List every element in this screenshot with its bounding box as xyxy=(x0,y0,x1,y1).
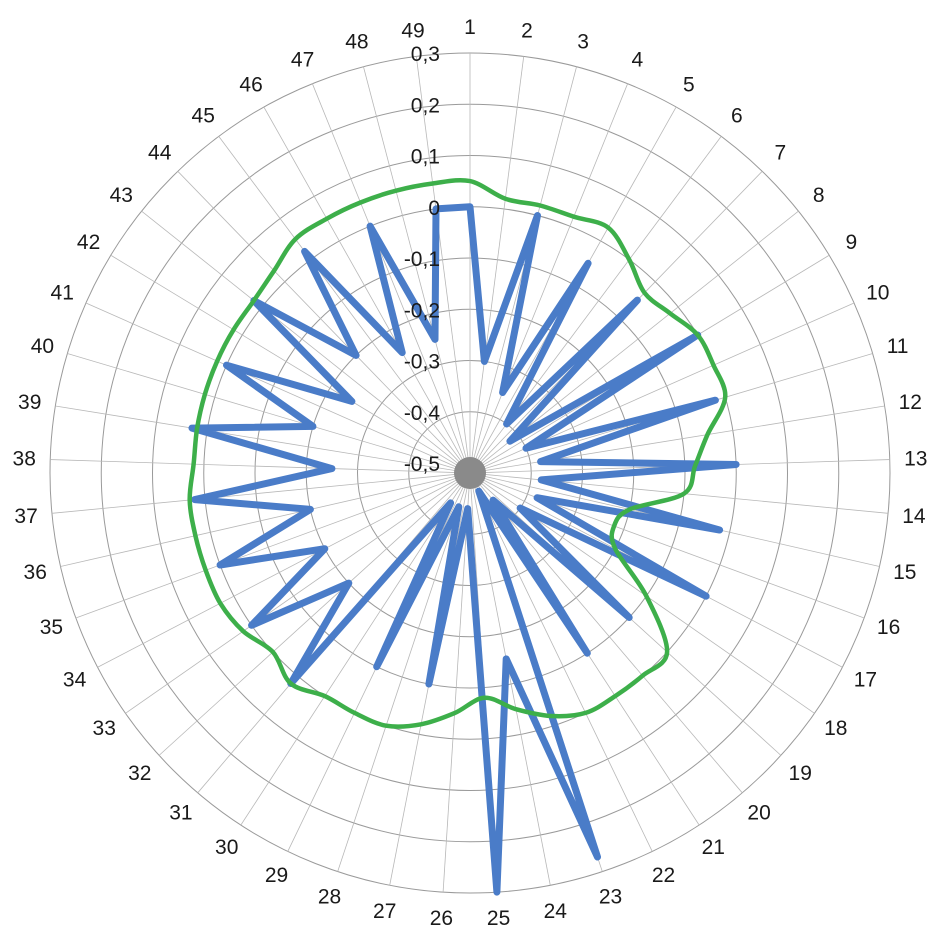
category-label: 14 xyxy=(902,505,926,528)
grid-spoke xyxy=(60,474,461,567)
category-label: 49 xyxy=(401,20,424,43)
category-label: 28 xyxy=(318,885,341,908)
category-label: 29 xyxy=(265,864,288,887)
category-label: 6 xyxy=(731,105,743,128)
radial-tick-label: -0,4 xyxy=(404,402,441,425)
category-label: 32 xyxy=(128,762,151,785)
radial-tick-label: -0,5 xyxy=(404,453,440,476)
category-label: 38 xyxy=(13,448,36,471)
grid-spoke xyxy=(442,482,470,893)
category-label: 37 xyxy=(14,505,37,528)
category-label: 24 xyxy=(544,900,568,923)
radial-tick-label: 0,1 xyxy=(411,146,440,169)
category-label: 31 xyxy=(169,802,192,825)
category-label: 30 xyxy=(215,836,238,859)
category-label: 19 xyxy=(789,762,812,785)
category-label: 9 xyxy=(846,231,858,254)
category-label: 35 xyxy=(40,616,63,639)
category-label: 10 xyxy=(866,282,889,305)
category-label: 47 xyxy=(291,49,314,72)
grid-spoke xyxy=(158,479,463,756)
category-label: 34 xyxy=(63,668,87,691)
category-label: 27 xyxy=(373,900,396,923)
grid-spoke xyxy=(415,56,470,464)
category-label: 40 xyxy=(31,335,54,358)
category-label: 16 xyxy=(877,616,900,639)
series-layer xyxy=(187,177,740,896)
grid-spoke xyxy=(141,210,463,468)
category-label: 39 xyxy=(18,391,41,414)
category-label: 15 xyxy=(893,561,916,584)
grid-spoke xyxy=(218,136,465,466)
series-line-2 xyxy=(187,177,728,729)
category-label: 13 xyxy=(904,448,927,471)
grid-spoke xyxy=(51,473,461,514)
grid-spoke xyxy=(55,405,461,472)
category-label: 11 xyxy=(887,335,909,358)
radial-tick-label: -0,1 xyxy=(404,248,440,271)
category-label: 25 xyxy=(487,907,510,926)
grid-spoke xyxy=(337,482,468,872)
radial-tick-label: 0 xyxy=(428,197,440,220)
category-label: 7 xyxy=(774,142,786,165)
grid-spoke xyxy=(473,481,653,852)
grid-spoke xyxy=(263,106,466,465)
radial-tick-label: 0,3 xyxy=(411,43,440,66)
category-label: 22 xyxy=(652,864,675,887)
category-label: 46 xyxy=(239,73,262,96)
radial-tick-labels: -0,5 -0,4 -0,3 -0,2 -0,1 0 0,1 0,2 0,3 xyxy=(404,43,441,476)
category-label: 2 xyxy=(521,20,533,43)
category-label: 41 xyxy=(51,282,74,305)
category-label: 23 xyxy=(599,885,622,908)
grid-spoke xyxy=(312,83,467,464)
category-label: 3 xyxy=(577,31,589,54)
grid-spoke xyxy=(471,482,551,886)
radial-tick-label: -0,3 xyxy=(404,351,440,374)
category-label: 43 xyxy=(110,184,133,207)
category-label: 42 xyxy=(77,231,100,254)
grid-spoke xyxy=(477,210,799,468)
grid-spoke xyxy=(85,302,462,470)
grid-spoke xyxy=(97,477,462,668)
radial-tick-label: 0,2 xyxy=(411,94,440,117)
category-label: 44 xyxy=(148,142,172,165)
category-label: 1 xyxy=(464,16,476,39)
radial-tick-label: -0,2 xyxy=(404,299,440,322)
category-label: 48 xyxy=(345,31,368,54)
grid-spoke xyxy=(240,481,465,826)
grid-spoke xyxy=(177,171,464,467)
category-label: 36 xyxy=(24,561,47,584)
category-label: 45 xyxy=(192,105,215,128)
category-label: 26 xyxy=(430,907,453,926)
grid-spoke xyxy=(110,254,462,469)
grid-spoke xyxy=(75,476,461,619)
grid-spoke xyxy=(125,478,463,714)
center-hub xyxy=(454,457,486,489)
grid-spoke xyxy=(50,459,461,474)
grid-spoke xyxy=(363,66,468,464)
grid-spoke xyxy=(476,480,743,794)
category-labels: 1 2 34567891011121314151617181920212223242… xyxy=(13,16,928,926)
category-label: 5 xyxy=(683,73,695,96)
category-label: 4 xyxy=(632,49,644,72)
grid-spoke xyxy=(67,353,461,471)
category-label: 21 xyxy=(702,836,725,859)
category-label: 17 xyxy=(854,668,877,691)
category-label: 18 xyxy=(824,717,847,740)
grid-spoke xyxy=(473,83,628,464)
category-label: 8 xyxy=(813,184,825,207)
category-label: 33 xyxy=(93,717,116,740)
grid-spoke xyxy=(470,56,525,464)
category-label: 20 xyxy=(747,802,770,825)
category-label: 12 xyxy=(899,391,922,414)
